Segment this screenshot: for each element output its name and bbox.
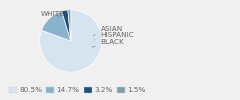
Wedge shape xyxy=(62,10,71,41)
Wedge shape xyxy=(40,10,102,72)
Text: BLACK: BLACK xyxy=(92,39,124,47)
Legend: 80.5%, 14.7%, 3.2%, 1.5%: 80.5%, 14.7%, 3.2%, 1.5% xyxy=(6,84,148,96)
Wedge shape xyxy=(68,10,71,41)
Text: HISPANIC: HISPANIC xyxy=(95,32,134,40)
Text: WHITE: WHITE xyxy=(41,10,65,17)
Text: ASIAN: ASIAN xyxy=(93,26,123,35)
Wedge shape xyxy=(42,11,71,41)
